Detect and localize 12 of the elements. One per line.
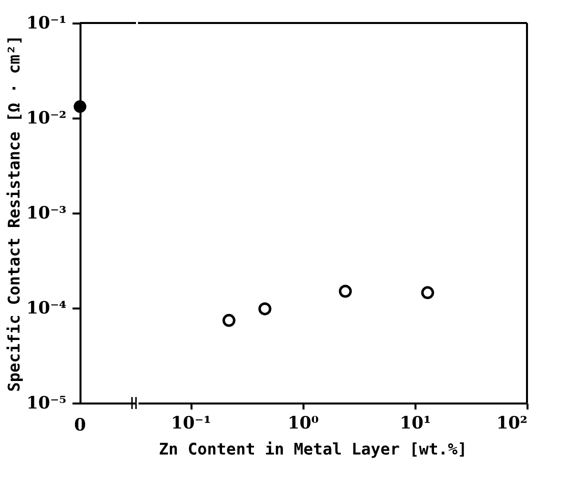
- y-tick-label: 10⁻⁵: [26, 394, 66, 414]
- x-tick-label: 10¹: [400, 414, 431, 434]
- y-tick-label: 10⁻⁴: [26, 298, 66, 318]
- y-tick-label: 10⁻³: [26, 204, 66, 224]
- x-tick-label: 10⁻¹: [171, 414, 212, 434]
- y-tick-label: 10⁻²: [26, 108, 66, 128]
- x-axis-title: Zn Content in Metal Layer [wt.%]: [158, 440, 468, 458]
- y-axis-title: Specific Contact Resistance [Ω · cm²]: [4, 35, 24, 392]
- x-tick-label: 10²: [496, 414, 528, 434]
- y-tick-label: 10⁻¹: [26, 14, 66, 34]
- x-tick-label: 0: [74, 416, 86, 436]
- x-tick-label: 10⁰: [288, 414, 319, 434]
